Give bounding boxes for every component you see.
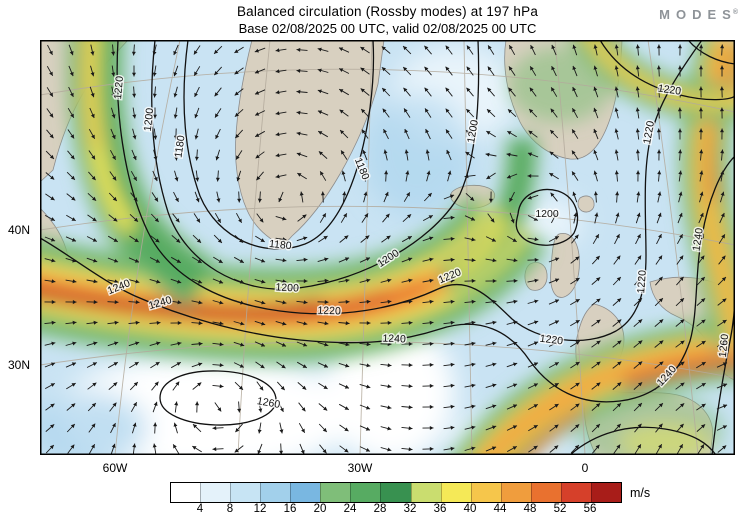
chart-title: Balanced circulation (Rossby modes) at 1… (236, 4, 539, 19)
shading-blob (620, 424, 710, 455)
contour-label: 1220 (317, 305, 341, 318)
colorbar-cell (440, 483, 471, 502)
contour-line-1180 (183, 40, 375, 250)
modes-logo-text: MODES (659, 7, 737, 22)
contour-label: 1260 (717, 333, 731, 358)
graticule-layer (40, 40, 735, 455)
shading-blob (40, 392, 148, 455)
contour-label: 1220 (641, 120, 657, 145)
colorbar-cell (350, 483, 381, 502)
colorbar-cell (171, 483, 201, 502)
colorbar-cell (410, 483, 441, 502)
colorbar-tick-label: 40 (463, 503, 477, 515)
colorbar-cell (200, 483, 231, 502)
contour-line-1220 (599, 40, 735, 101)
colorbar-cell (470, 483, 501, 502)
map-canvas: 1180 1180 1180 1200 1200 1200 1200 1200 … (40, 40, 735, 455)
wind-speed-band (522, 404, 588, 455)
contour-line-1200 (151, 40, 480, 290)
colorbar-tick-label: 16 (283, 503, 297, 515)
contour-line-1240 (687, 40, 735, 65)
contour-label: 1200 (535, 208, 559, 220)
colorbar-tick-label: 56 (583, 503, 597, 515)
contour-label: 1260 (256, 395, 281, 411)
shading-blob (363, 93, 473, 217)
colorbar-tick-label: 44 (493, 503, 507, 515)
contour-line-1240 (40, 155, 735, 403)
contour-label: 1220 (539, 333, 564, 348)
graticule-line (647, 40, 699, 455)
map-frame (40, 40, 735, 455)
colorbar-tick-label: 8 (226, 503, 234, 515)
contour-label: 1220 (657, 82, 682, 97)
contour-label: 1240 (690, 227, 705, 252)
landmass-greenland (235, 40, 385, 247)
contour-line-1260 (569, 426, 717, 455)
lon-label-0: 0 (581, 461, 589, 475)
contour-label: 1200 (465, 119, 481, 144)
graticule-line (237, 40, 271, 455)
colorbar-cell (500, 483, 531, 502)
wind-speed-band (40, 293, 323, 316)
lat-label-40n: 40N (8, 223, 31, 237)
colorbar-tick-label: 36 (433, 503, 447, 515)
colorbar-cell (380, 483, 411, 502)
colorbar-cell (560, 483, 591, 502)
colorbar-ticks: 4 8 12 16 20 24 28 32 36 40 44 48 52 56 (170, 503, 622, 516)
colorbar-unit: m/s (630, 486, 651, 500)
colorbar-tick-label: 24 (343, 503, 357, 515)
colorbar-cell (230, 483, 261, 502)
colorbar-cell (320, 483, 351, 502)
graticule-line (114, 40, 181, 455)
contour-label: 1240 (382, 333, 406, 346)
graticule-line (554, 40, 586, 455)
contour-label: 1200 (275, 281, 299, 294)
colorbar-tick-label: 48 (523, 503, 537, 515)
graticule-line (359, 40, 373, 455)
lat-label-30n: 30N (8, 358, 31, 372)
registered-mark: ® (732, 8, 738, 16)
wind-speed-band (449, 213, 510, 281)
landmass-denmark (577, 195, 595, 213)
contour-line-1260-closed (159, 370, 277, 426)
graticule-line (40, 340, 735, 379)
colorbar-cell (260, 483, 291, 502)
colorbar (170, 482, 622, 503)
contour-line-1200-closed (515, 189, 579, 246)
lon-label-60w: 60W (102, 461, 128, 475)
colorbar-tick-label: 12 (253, 503, 267, 515)
contour-label: 1180 (268, 238, 292, 252)
colorbar-tick-label: 32 (403, 503, 417, 515)
contour-label: 1220 (635, 270, 649, 294)
colorbar-tick-label: 4 (196, 503, 204, 515)
contour-label: 1200 (142, 107, 156, 132)
graticule-line (40, 205, 735, 246)
modes-logo: MODES® (659, 7, 738, 22)
colorbar-tick-label: 28 (373, 503, 387, 515)
graticule-line (40, 68, 735, 113)
shading-blob (508, 47, 612, 123)
contour-label: 1180 (173, 134, 188, 158)
wind-vector-layer (44, 44, 728, 455)
contour-label: 1220 (112, 75, 126, 99)
colorbar-cell (530, 483, 561, 502)
chart-subtitle: Base 02/08/2025 00 UTC, valid 02/08/2025… (238, 21, 537, 36)
colorbar-cell (590, 483, 621, 502)
colorbar-cell (290, 483, 321, 502)
lon-label-30w: 30W (347, 461, 373, 475)
colorbar-tick-label: 52 (553, 503, 567, 515)
graticule-line (463, 40, 473, 455)
colorbar-tick-label: 20 (313, 503, 327, 515)
